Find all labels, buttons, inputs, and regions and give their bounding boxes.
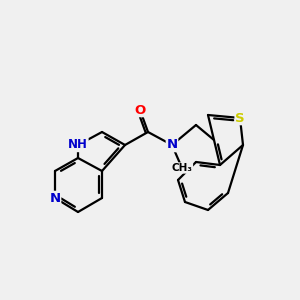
Text: O: O (134, 103, 146, 116)
Text: N: N (50, 191, 61, 205)
Text: CH₃: CH₃ (172, 163, 193, 173)
Text: S: S (235, 112, 245, 124)
Text: NH: NH (68, 139, 88, 152)
Text: N: N (167, 139, 178, 152)
